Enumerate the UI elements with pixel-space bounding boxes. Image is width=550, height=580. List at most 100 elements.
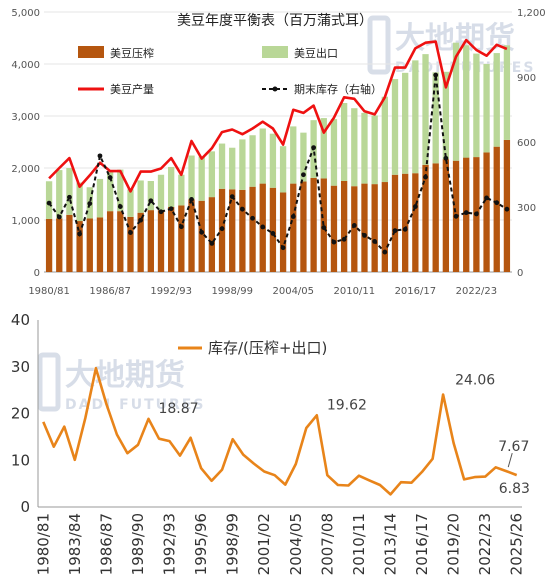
y-tick-label: 30 [11, 358, 30, 376]
legend-swatch-export [262, 46, 288, 58]
bar-export [117, 169, 124, 212]
stocks-point [117, 204, 123, 209]
bar-crush [503, 139, 511, 272]
stocks-point [158, 209, 164, 215]
stocks-point [77, 231, 83, 237]
stocks-point [67, 194, 72, 200]
y2-tick-label: 600 [517, 138, 536, 149]
stocks-point [392, 228, 398, 234]
bar-export [157, 174, 165, 211]
y-tick-label: 2,000 [11, 164, 40, 175]
stocks-point [138, 217, 144, 223]
stocks-point [423, 174, 428, 180]
stocks-point [87, 201, 93, 206]
data-label: 19.62 [327, 397, 367, 413]
bar-crush [66, 214, 73, 272]
chart2-x-axis: 1980/81 1983/84 1986/87 1989/90 1992/93 1995/… [34, 513, 525, 575]
stocks-point [453, 213, 459, 219]
bar-export [351, 108, 358, 187]
bar-export [290, 126, 297, 184]
bar-crush [127, 216, 134, 272]
chart1-y-axis: 0 1,000 2,000 3,000 4,000 5,000 [11, 8, 40, 279]
bar-export [493, 53, 500, 147]
bar-crush [279, 192, 287, 272]
bar-export [422, 54, 429, 165]
x-tick-label: 1986/87 [97, 513, 115, 575]
chart2-line [42, 366, 518, 496]
x-tick-label: 1998/99 [211, 286, 253, 297]
bar-export [371, 115, 378, 185]
bar-crush [381, 182, 388, 272]
y2-tick-label: 900 [517, 73, 536, 84]
bar-crush [188, 199, 195, 272]
stocks-point [473, 211, 479, 217]
x-tick-label: 2016/17 [395, 286, 437, 297]
bar-crush [249, 186, 256, 272]
bar-crush [412, 173, 419, 272]
stocks-point [270, 231, 276, 236]
stocks-point [250, 215, 255, 221]
watermark-bottom: 大地期货 DADI FUTURES [37, 352, 205, 413]
bar-crush [198, 200, 205, 272]
bar-crush [117, 211, 124, 272]
stocks-point [46, 200, 52, 206]
bar-export [137, 180, 144, 213]
stocks-point [311, 145, 317, 151]
x-tick-label: 2016/17 [413, 513, 431, 575]
bar-export [66, 168, 73, 215]
watermark-text: 大地期货 [65, 358, 185, 393]
stocks-point [128, 230, 133, 235]
x-tick-label: 1998/99 [224, 513, 242, 575]
stocks-point [351, 223, 357, 228]
chart2-axes [37, 320, 522, 508]
data-label: 7.67 [498, 439, 529, 455]
bar-export [76, 182, 83, 222]
y-tick-label: 40 [11, 311, 30, 329]
chart2-y-axis: 0 10 20 30 40 [11, 311, 30, 516]
stocks-point [341, 236, 347, 242]
stocks-point [301, 172, 306, 178]
data-label: 6.83 [499, 481, 530, 497]
chart1-x-axis: 1980/81 1986/87 1992/93 1998/99 2004/05 2010/… [28, 286, 497, 297]
x-tick-label: 2013/14 [381, 513, 399, 575]
stocks-point [382, 249, 388, 255]
bar-crush [106, 211, 114, 272]
bar-crush [371, 184, 378, 272]
y-tick-label: 0 [34, 268, 40, 279]
bar-export [259, 128, 266, 184]
stocks-point [229, 194, 235, 200]
bar-export [188, 155, 195, 200]
chart2-legend: 库存/(压榨+出口) [178, 339, 327, 357]
x-tick-label: 1989/90 [129, 513, 147, 575]
x-tick-label: 1980/81 [28, 286, 70, 297]
x-tick-label: 2019/20 [445, 513, 463, 575]
x-tick-label: 2007/08 [318, 513, 336, 575]
bar-export [249, 135, 256, 187]
bar-export [45, 181, 53, 219]
bar-export [229, 147, 236, 190]
stocks-point [148, 198, 154, 204]
y2-tick-label: 300 [517, 203, 536, 214]
stocks-point [372, 239, 378, 244]
stocks-point [56, 214, 62, 220]
bar-crush [432, 163, 439, 272]
bar-export [56, 170, 63, 219]
stocks-point [189, 197, 194, 202]
x-tick-label: 2025/26 [508, 513, 526, 575]
chart1-bars [45, 42, 511, 272]
watermark-subtext: DADI FUTURES [65, 397, 205, 413]
y-tick-label: 1,000 [11, 216, 40, 227]
bar-crush [269, 187, 277, 272]
bar-crush [402, 173, 409, 272]
legend-label-production: 美豆产量 [110, 82, 154, 96]
stocks-point [107, 175, 113, 180]
stocks-point [321, 225, 327, 230]
line-ratio [42, 366, 518, 496]
x-tick-label: 2022/23 [476, 513, 494, 575]
bar-export [168, 166, 175, 207]
bar-export [391, 79, 399, 175]
bar-export [330, 119, 338, 186]
stocks-point [239, 206, 245, 212]
bar-crush [340, 181, 348, 272]
